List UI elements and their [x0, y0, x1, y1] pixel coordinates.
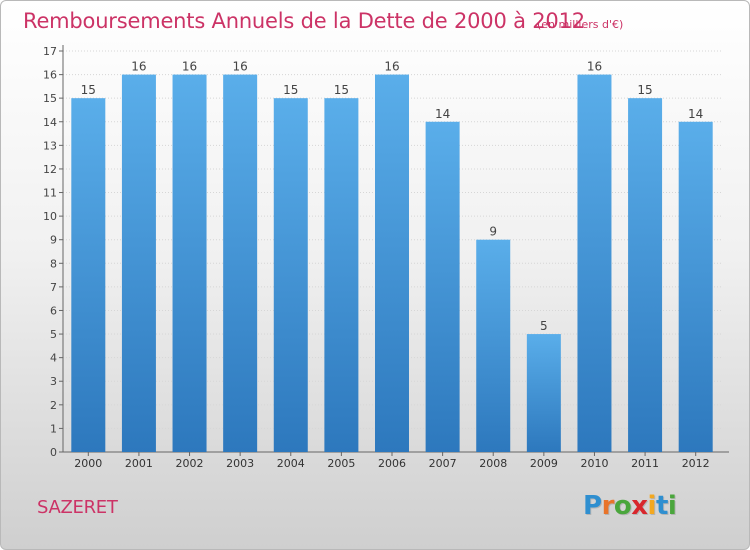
x-tick-label: 2008	[479, 457, 507, 470]
logo-letter: P	[583, 491, 602, 521]
bar-value-label: 15	[637, 83, 652, 97]
bar-value-label: 15	[334, 83, 349, 97]
logo-letter: o	[613, 491, 632, 521]
bar	[223, 74, 258, 453]
bar	[425, 121, 460, 452]
y-tick-label: 17	[43, 45, 57, 58]
x-tick-label: 2012	[682, 457, 710, 470]
y-tick-label: 6	[50, 304, 57, 317]
y-tick-label: 9	[50, 234, 57, 247]
y-tick-label: 8	[50, 257, 57, 270]
bar	[121, 74, 156, 453]
logo-letter: x	[631, 491, 648, 521]
y-tick-label: 0	[50, 446, 57, 459]
x-tick-label: 2004	[277, 457, 305, 470]
bar-value-label: 16	[587, 60, 602, 74]
logo-letter: i	[667, 491, 677, 521]
proxiti-logo[interactable]: Proxiti	[583, 491, 677, 521]
bar-value-label: 16	[182, 60, 197, 74]
chart-title: Remboursements Annuels de la Dette de 20…	[23, 9, 585, 33]
y-tick-label: 4	[50, 352, 57, 365]
y-tick-label: 5	[50, 328, 57, 341]
bars	[71, 74, 713, 453]
logo-letter: t	[655, 491, 668, 521]
commune-name: SAZERET	[37, 497, 118, 518]
bar	[71, 98, 106, 453]
y-tick-label: 14	[43, 116, 57, 129]
labels: 0123456789101112131415161715200016200116…	[43, 45, 710, 470]
y-tick-label: 2	[50, 399, 57, 412]
bar-value-label: 15	[81, 83, 96, 97]
x-tick-label: 2005	[327, 457, 355, 470]
bar-value-label: 16	[131, 60, 146, 74]
bar	[577, 74, 612, 453]
y-tick-label: 15	[43, 92, 57, 105]
y-tick-label: 16	[43, 69, 57, 82]
y-tick-label: 13	[43, 139, 57, 152]
x-tick-label: 2002	[176, 457, 204, 470]
bar	[476, 239, 511, 452]
x-tick-label: 2001	[125, 457, 153, 470]
x-tick-label: 2006	[378, 457, 406, 470]
y-tick-label: 10	[43, 210, 57, 223]
y-tick-label: 3	[50, 375, 57, 388]
y-tick-label: 1	[50, 422, 57, 435]
bar-value-label: 14	[435, 107, 450, 121]
x-tick-label: 2011	[631, 457, 659, 470]
logo-letter: r	[601, 491, 615, 521]
bar-value-label: 14	[688, 107, 703, 121]
bar	[526, 334, 561, 452]
chart-subtitle: (en milliers d'€)	[537, 18, 624, 31]
y-tick-label: 11	[43, 187, 57, 200]
bar-value-label: 9	[489, 225, 497, 239]
x-tick-label: 2007	[429, 457, 457, 470]
bar	[628, 98, 663, 453]
x-tick-label: 2009	[530, 457, 558, 470]
bar	[172, 74, 207, 453]
bar	[375, 74, 409, 453]
x-tick-label: 2003	[226, 457, 254, 470]
bar	[273, 98, 308, 453]
y-tick-label: 12	[43, 163, 57, 176]
logo-letter: i	[647, 491, 657, 521]
bar-value-label: 16	[384, 60, 399, 74]
x-tick-label: 2010	[580, 457, 608, 470]
bar-value-label: 16	[233, 60, 248, 74]
bar	[678, 121, 713, 452]
bar-value-label: 5	[540, 319, 548, 333]
bar	[324, 98, 359, 453]
x-tick-label: 2000	[74, 457, 102, 470]
bar-value-label: 15	[283, 83, 298, 97]
y-tick-label: 7	[50, 281, 57, 294]
